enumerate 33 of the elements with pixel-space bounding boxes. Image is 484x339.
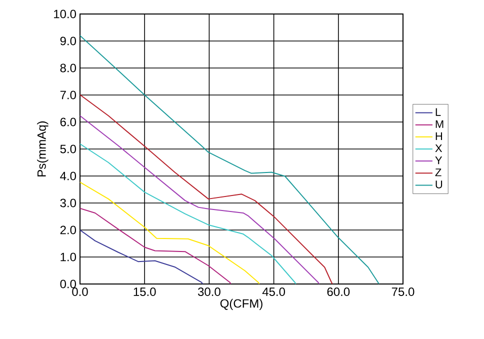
y-tick-label: 4.0 [60, 172, 76, 180]
legend-label: L [436, 108, 441, 116]
line-series [80, 143, 296, 284]
legend-label: M [436, 120, 444, 128]
line-series [80, 208, 232, 284]
legend-label: X [435, 144, 442, 152]
line-series [80, 115, 320, 284]
y-tick-label: 7.0 [60, 90, 76, 100]
x-tick-label: 75.0 [392, 288, 414, 296]
y-tick-label: 0.0 [60, 280, 76, 288]
line-series [80, 182, 260, 284]
y-tick-label: 6.0 [60, 118, 76, 126]
legend-label: Z [435, 168, 442, 176]
line-series [80, 94, 333, 284]
y-tick-label: 2.0 [60, 226, 76, 234]
legend-label: H [436, 132, 442, 140]
x-tick-label: 15.0 [134, 288, 156, 296]
y-axis-title: Ps(mmAq) [37, 121, 48, 176]
x-tick-label: 30.0 [198, 288, 220, 296]
y-tick-label: 8.0 [60, 64, 76, 72]
y-tick-label: 1.0 [60, 252, 76, 262]
line-series [80, 229, 204, 284]
x-tick-label: 45.0 [262, 288, 286, 296]
x-axis-title: Q(CFM) [220, 298, 262, 310]
line-series [80, 35, 380, 284]
y-tick-label: 5.0 [60, 144, 76, 154]
y-tick-label: 9.0 [60, 36, 76, 46]
x-tick-label: 60.0 [327, 288, 350, 296]
y-tick-label: 10.0 [54, 10, 76, 18]
legend-label: Y [435, 156, 442, 164]
y-tick-label: 3.0 [60, 198, 76, 208]
x-tick-label: 0.0 [72, 288, 88, 296]
legend-label: U [436, 180, 442, 188]
